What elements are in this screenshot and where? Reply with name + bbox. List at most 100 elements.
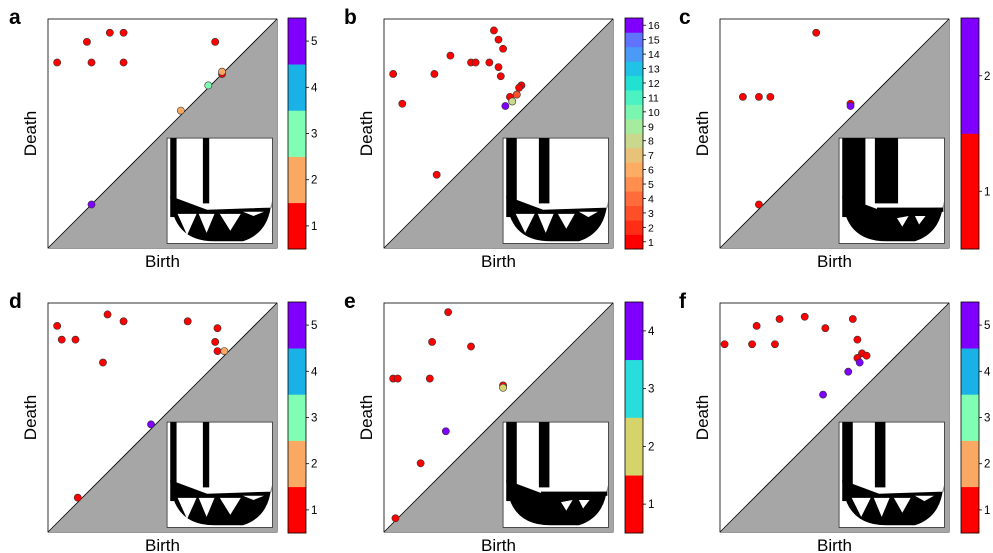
inset-hole (893, 497, 911, 513)
inset-left-bar (170, 138, 177, 218)
inset-hole (177, 497, 197, 519)
colorbar-tick-label: 15 (648, 35, 660, 47)
inset-inner-bar (538, 422, 550, 488)
data-point (755, 92, 763, 101)
data-point (211, 38, 220, 46)
panel-label-f: f (679, 290, 687, 313)
colorbar-tick-label: 11 (648, 92, 659, 104)
colorbar-segment (625, 147, 643, 163)
data-point (99, 358, 107, 367)
inset-hole (851, 497, 871, 517)
inset-arch (170, 480, 272, 526)
y-axis-label: Death (693, 111, 712, 156)
diagonal-line (383, 302, 614, 533)
inset-hole (242, 495, 264, 500)
colorbar-segment (625, 176, 643, 192)
colorbar-tick-label: 1 (984, 186, 990, 198)
data-point (428, 338, 436, 346)
data-point (57, 335, 66, 344)
colorbar-tick-label: 5 (648, 179, 654, 191)
x-axis-label: Birth (145, 252, 180, 271)
data-point (755, 200, 763, 209)
data-point (499, 44, 507, 53)
inset-hole (914, 216, 926, 225)
colorbar-segment (625, 302, 643, 361)
data-point (748, 340, 756, 349)
x-axis-label: Birth (817, 536, 852, 553)
colorbar-tick-label: 2 (311, 175, 317, 187)
data-point (444, 308, 453, 317)
data-point (446, 51, 455, 60)
colorbar-segment (961, 394, 979, 441)
data-point (499, 383, 507, 392)
diagonal-line (383, 18, 614, 249)
inset-hole (557, 213, 575, 229)
data-point (494, 35, 503, 44)
inset-hole (177, 213, 197, 235)
colorbar-segment (625, 133, 643, 149)
inset-left-bar (842, 422, 853, 502)
inset-hole (561, 500, 573, 511)
panel-a: a Birth Death 1 2 3 4 5 (9, 6, 318, 271)
inset-arch (506, 196, 608, 242)
colorbar-segment (288, 348, 306, 395)
colorbar-tick-label: 4 (648, 193, 654, 205)
inset-hole (219, 213, 241, 231)
colorbar-tick-label: 14 (648, 49, 660, 61)
colorbar-segment (625, 32, 643, 48)
data-point (398, 99, 407, 108)
colorbar-tick-label: 9 (648, 121, 654, 133)
colorbar-segment (288, 486, 306, 534)
data-point (848, 315, 857, 323)
inset-hole (897, 216, 909, 227)
colorbar-segment (625, 75, 643, 91)
data-point (441, 427, 450, 436)
colorbar-tick-label: 1 (311, 221, 317, 233)
inset-hole (219, 497, 241, 515)
colorbar-frame (624, 301, 644, 534)
colorbar-segment (625, 234, 643, 250)
inset-hole (578, 500, 590, 509)
colorbar-frame (960, 17, 980, 250)
data-point (204, 81, 213, 90)
colorbar-segment (288, 440, 306, 488)
data-point (53, 58, 62, 67)
data-point (432, 170, 441, 179)
data-point (119, 58, 128, 67)
data-point (490, 26, 498, 35)
data-point (105, 28, 114, 37)
colorbar-segment (961, 133, 979, 250)
colorbar-segment (625, 475, 643, 534)
colorbar-segment (625, 220, 643, 235)
colorbar-tick-label: 2 (648, 222, 654, 234)
data-point (147, 420, 155, 429)
colorbar-segment (625, 18, 643, 33)
colorbar-segment (288, 202, 306, 250)
panel-d: d Birth Death 1 2 3 4 5 (9, 290, 318, 553)
data-point (485, 58, 494, 67)
y-axis-label: Death (357, 395, 376, 440)
inset-hole (242, 211, 264, 216)
data-point (183, 317, 192, 326)
y-axis-label: Death (21, 111, 40, 156)
colorbar-tick-label: 3 (311, 129, 317, 141)
inset-arch (170, 196, 272, 242)
inset-arch (842, 196, 944, 242)
diagonal-line (719, 302, 950, 533)
data-point (496, 72, 505, 81)
colorbar-segment (288, 156, 306, 204)
data-point (425, 374, 434, 383)
colorbar-segment (288, 110, 306, 157)
data-point (739, 92, 747, 101)
colorbar-segment (625, 417, 643, 476)
colorbar-tick-label: 1 (311, 505, 317, 517)
inset-arch (842, 480, 944, 526)
colorbar-tick-label: 3 (648, 208, 654, 220)
colorbar-frame (624, 17, 644, 250)
colorbar-tick-label: 1 (984, 505, 990, 517)
diagonal-line (47, 302, 278, 533)
inset-hole (198, 213, 215, 233)
data-point (119, 317, 128, 326)
